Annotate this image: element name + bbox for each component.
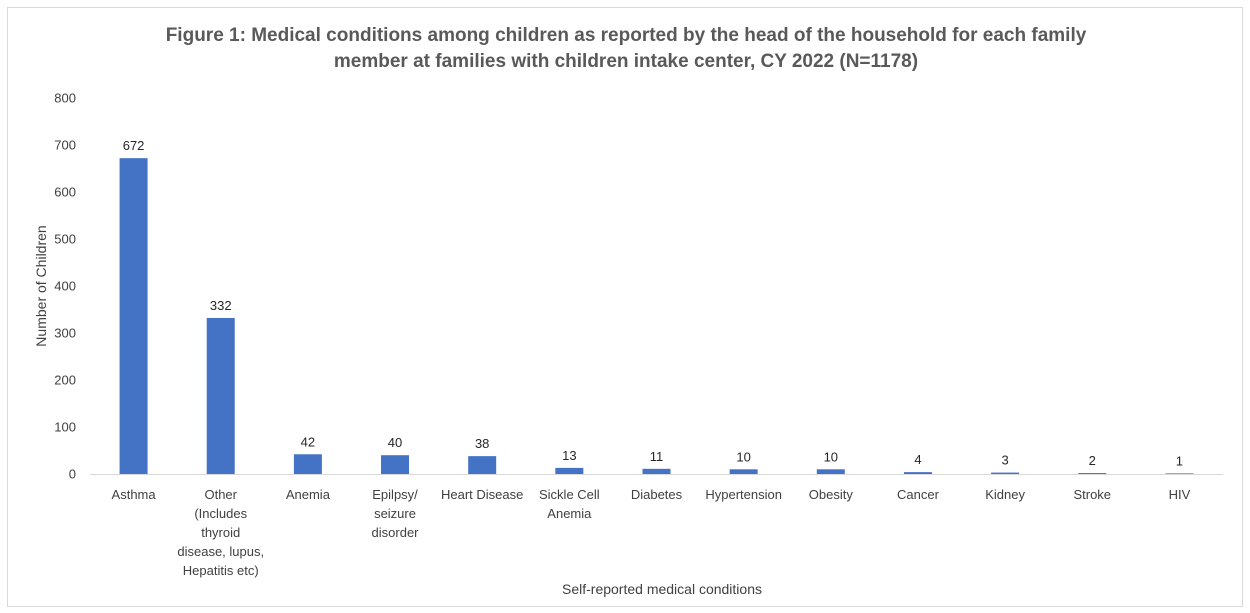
data-label: 10 — [824, 449, 838, 464]
x-category-label-line: Sickle Cell — [539, 487, 600, 502]
chart-frame: Figure 1: Medical conditions among child… — [7, 7, 1243, 607]
bar — [468, 456, 497, 474]
y-tick-label: 700 — [54, 138, 76, 153]
data-labels: 672 332 42 40 38 13 11 10 10 4 3 2 1 — [123, 138, 1183, 468]
bar — [903, 472, 932, 474]
x-category-label-line: Stroke — [1073, 487, 1111, 502]
bar — [293, 454, 322, 474]
y-tick-label: 100 — [54, 420, 76, 435]
x-category-label: Kidney — [985, 487, 1025, 502]
data-label: 42 — [301, 434, 315, 449]
x-category-label: Cancer — [897, 487, 940, 502]
x-category-label-line: Anemia — [547, 506, 592, 521]
bar — [381, 455, 410, 474]
y-tick-label: 600 — [54, 185, 76, 200]
x-category-label: Hypertension — [705, 487, 782, 502]
chart-title: Figure 1: Medical conditions among child… — [166, 25, 1087, 72]
data-label: 1 — [1176, 453, 1183, 468]
x-category-label: Heart Disease — [441, 487, 523, 502]
x-category-label-line: Anemia — [286, 487, 331, 502]
bars — [119, 158, 1194, 474]
x-category-label: Obesity — [809, 487, 854, 502]
x-category-label: Sickle Cell Anemia — [539, 487, 600, 521]
x-axis: Asthma Other (Includes thyroid disease, lupu… — [90, 474, 1223, 578]
y-axis-title: Number of Children — [33, 225, 49, 346]
x-category-label-line: Obesity — [809, 487, 854, 502]
chart-title-line: Figure 1: Medical conditions among child… — [166, 25, 1087, 46]
x-axis-title: Self-reported medical conditions — [562, 581, 762, 597]
bar — [555, 467, 584, 474]
x-category-label-line: Kidney — [985, 487, 1025, 502]
axis-titles: Self-reported medical conditions Number o… — [33, 225, 762, 597]
data-label: 672 — [123, 138, 145, 153]
bar — [991, 472, 1020, 474]
bar — [119, 158, 148, 474]
data-label: 332 — [210, 298, 232, 313]
bar — [816, 469, 845, 474]
data-label: 40 — [388, 435, 402, 450]
data-label: 13 — [562, 448, 576, 463]
bar — [1165, 473, 1194, 474]
bar — [206, 317, 235, 474]
data-label: 4 — [914, 452, 921, 467]
x-category-label-line: HIV — [1169, 487, 1191, 502]
bar — [1078, 473, 1107, 474]
x-category-label-line: seizure — [374, 506, 416, 521]
data-label: 2 — [1089, 453, 1096, 468]
bar — [642, 468, 671, 474]
x-category-label-line: Hepatitis etc) — [183, 563, 259, 578]
x-category-label-line: (Includes — [194, 506, 247, 521]
x-category-label: Epilpsy/seizure disorder — [372, 487, 420, 540]
x-category-label-line: disorder — [372, 525, 420, 540]
x-category-label: Stroke — [1073, 487, 1111, 502]
x-category-label-line: Epilpsy/ — [372, 487, 418, 502]
data-label: 11 — [650, 449, 664, 464]
y-axis: 0 100 200 300 400 500 600 700 800 — [54, 91, 76, 482]
x-category-label: Asthma — [112, 487, 157, 502]
data-label: 38 — [475, 436, 489, 451]
bar — [729, 469, 758, 474]
y-tick-label: 800 — [54, 91, 76, 106]
x-category-label-line: Asthma — [112, 487, 157, 502]
x-category-label-line: Cancer — [897, 487, 940, 502]
x-category-label-line: Heart Disease — [441, 487, 523, 502]
y-tick-label: 0 — [69, 467, 76, 482]
x-category-label-line: Other — [204, 487, 237, 502]
x-category-label-line: Hypertension — [705, 487, 782, 502]
x-category-label-line: thyroid — [201, 525, 240, 540]
bar-chart: Figure 1: Medical conditions among child… — [33, 25, 1223, 597]
y-tick-label: 400 — [54, 279, 76, 294]
x-category-label: Other (Includes thyroid disease, lupus, Hepa… — [177, 487, 264, 578]
x-category-label-line: disease, lupus, — [177, 544, 264, 559]
data-label: 3 — [1001, 453, 1008, 468]
x-category-label: Diabetes — [631, 487, 683, 502]
y-tick-label: 500 — [54, 232, 76, 247]
x-category-label: HIV — [1169, 487, 1191, 502]
x-category-label-line: Diabetes — [631, 487, 683, 502]
data-label: 10 — [736, 449, 750, 464]
y-tick-label: 300 — [54, 326, 76, 341]
chart-title-line: member at families with children intake … — [334, 51, 918, 72]
y-tick-label: 200 — [54, 373, 76, 388]
x-category-label: Anemia — [286, 487, 331, 502]
